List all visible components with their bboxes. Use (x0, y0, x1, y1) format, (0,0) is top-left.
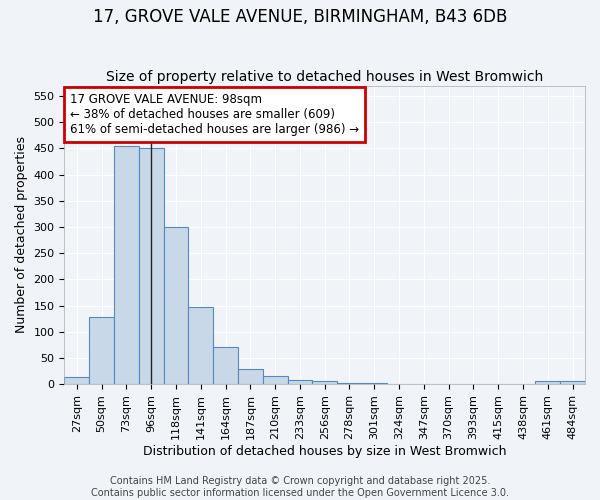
Text: 17 GROVE VALE AVENUE: 98sqm
← 38% of detached houses are smaller (609)
61% of se: 17 GROVE VALE AVENUE: 98sqm ← 38% of det… (70, 93, 359, 136)
Bar (89, 317, 114, 384)
Bar (337, 382, 362, 384)
Text: Contains HM Land Registry data © Crown copyright and database right 2025.
Contai: Contains HM Land Registry data © Crown c… (91, 476, 509, 498)
Bar (313, 382, 337, 384)
Bar (287, 380, 313, 384)
Bar (64, 378, 89, 384)
Bar (362, 383, 386, 384)
Bar (188, 306, 213, 384)
Bar (213, 348, 238, 384)
Bar (535, 382, 560, 384)
Bar (263, 376, 287, 384)
Bar (114, 146, 139, 384)
Text: 17, GROVE VALE AVENUE, BIRMINGHAM, B43 6DB: 17, GROVE VALE AVENUE, BIRMINGHAM, B43 6… (93, 8, 507, 26)
X-axis label: Distribution of detached houses by size in West Bromwich: Distribution of detached houses by size … (143, 444, 506, 458)
Y-axis label: Number of detached properties: Number of detached properties (15, 136, 28, 334)
Bar (238, 370, 263, 384)
Bar (139, 148, 164, 384)
Bar (560, 382, 585, 384)
Bar (164, 227, 188, 384)
Title: Size of property relative to detached houses in West Bromwich: Size of property relative to detached ho… (106, 70, 544, 85)
